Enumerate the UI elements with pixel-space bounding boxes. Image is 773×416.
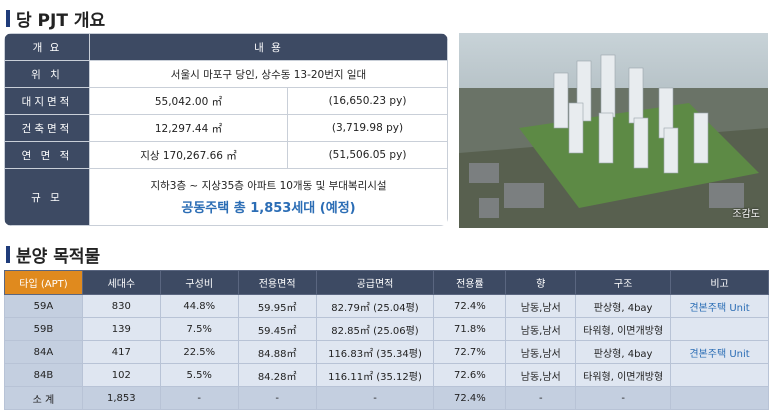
cell-supply-area: 116.11㎡ (35.12평) xyxy=(315,363,435,387)
col-header-orientation: 향 xyxy=(505,270,577,295)
table-row: 59B 139 7.5% 59.45㎡ 82.85㎡ (25.06평) 71.8… xyxy=(4,317,769,341)
col-header-exclusive-rate: 전용률 xyxy=(433,270,507,295)
land-area-m2: 55,042.00 ㎡ xyxy=(89,87,288,115)
table-total-row: 소 계 1,853 - - - 72.4% - - xyxy=(4,386,769,410)
overview-row-land-area: 대지면적 55,042.00 ㎡ (16,650.23 py) xyxy=(4,87,448,115)
cell-supply-area: 82.79㎡ (25.04평) xyxy=(315,294,435,318)
total-structure: - xyxy=(575,386,672,410)
col-header-exclusive-area: 전용면적 xyxy=(237,270,317,295)
col-header-structure: 구조 xyxy=(575,270,672,295)
overview-row-scale: 규 모 지하3층 ~ 지상35층 아파트 10개동 및 부대복리시설 공동주택 … xyxy=(4,168,448,226)
cell-ratio: 22.5% xyxy=(159,340,239,364)
scale-line1: 지하3층 ~ 지상35층 아파트 10개동 및 부대복리시설 xyxy=(150,180,387,192)
cell-units: 417 xyxy=(81,340,161,364)
cell-orientation: 남동,남서 xyxy=(505,317,577,341)
section-title-sales: 분양 목적물 xyxy=(6,242,100,267)
land-area-py: (16,650.23 py) xyxy=(287,87,448,115)
cell-exclusive-area: 59.45㎡ xyxy=(237,317,317,341)
photo-caption: 조감도 xyxy=(732,209,760,220)
cell-exclusive-area: 84.88㎡ xyxy=(237,340,317,364)
location-label: 위 치 xyxy=(4,60,90,88)
cell-exclusive-rate: 72.6% xyxy=(433,363,507,387)
land-area-label: 대지면적 xyxy=(4,87,90,115)
building-area-m2: 12,297.44 ㎡ xyxy=(89,114,288,142)
overview-title: 당 PJT 개요 xyxy=(16,11,106,31)
cell-structure: 타워형, 이면개방형 xyxy=(575,317,672,341)
total-label: 소 계 xyxy=(4,386,83,410)
col-header-ratio: 구성비 xyxy=(159,270,239,295)
cell-supply-area: 116.83㎡ (35.34평) xyxy=(315,340,435,364)
overview-row-location: 위 치 서울시 마포구 당인, 상수동 13-20번지 일대 xyxy=(4,60,448,88)
building-area-py: (3,719.98 py) xyxy=(287,114,448,142)
title-bar xyxy=(6,246,10,263)
cell-ratio: 44.8% xyxy=(159,294,239,318)
cell-type: 84B xyxy=(4,363,83,387)
table-row: 84A 417 22.5% 84.88㎡ 116.83㎡ (35.34평) 72… xyxy=(4,340,769,364)
aerial-rendering-image: 조감도 xyxy=(459,33,768,228)
table-row: 84B 102 5.5% 84.28㎡ 116.11㎡ (35.12평) 72.… xyxy=(4,363,769,387)
total-units: 1,853 xyxy=(81,386,161,410)
cell-orientation: 남동,남서 xyxy=(505,363,577,387)
aerial-illustration xyxy=(459,33,768,228)
sales-table: 타입 (APT) 세대수 구성비 전용면적 공급면적 전용률 향 구조 비고 5… xyxy=(4,270,769,410)
building-area-label: 건축면적 xyxy=(4,114,90,142)
total-supply-area: - xyxy=(315,386,435,410)
cell-supply-area: 82.85㎡ (25.06평) xyxy=(315,317,435,341)
section-title-overview: 당 PJT 개요 xyxy=(6,6,105,31)
total-exclusive-area: - xyxy=(237,386,317,410)
cell-exclusive-rate: 72.7% xyxy=(433,340,507,364)
cell-exclusive-area: 59.95㎡ xyxy=(237,294,317,318)
title-bar xyxy=(6,10,10,27)
total-orientation: - xyxy=(505,386,577,410)
cell-note: 견본주택 Unit xyxy=(670,294,769,318)
total-note xyxy=(670,386,769,410)
cell-structure: 판상형, 4bay xyxy=(575,294,672,318)
cell-type: 59B xyxy=(4,317,83,341)
cell-units: 139 xyxy=(81,317,161,341)
cell-note: 견본주택 Unit xyxy=(670,340,769,364)
cell-ratio: 7.5% xyxy=(159,317,239,341)
cell-orientation: 남동,남서 xyxy=(505,340,577,364)
table-row: 59A 830 44.8% 59.95㎡ 82.79㎡ (25.04평) 72.… xyxy=(4,294,769,318)
overview-row-building-area: 건축면적 12,297.44 ㎡ (3,719.98 py) xyxy=(4,114,448,142)
overview-table: 개 요 내 용 위 치 서울시 마포구 당인, 상수동 13-20번지 일대 대… xyxy=(4,33,448,226)
cell-type: 84A xyxy=(4,340,83,364)
gross-area-label: 연 면 적 xyxy=(4,141,90,169)
col-header-note: 비고 xyxy=(670,270,769,295)
sales-title: 분양 목적물 xyxy=(16,247,101,267)
col-header-type: 타입 (APT) xyxy=(4,270,83,295)
cell-type: 59A xyxy=(4,294,83,318)
cell-orientation: 남동,남서 xyxy=(505,294,577,318)
scale-value: 지하3층 ~ 지상35층 아파트 10개동 및 부대복리시설 공동주택 총 1,… xyxy=(89,168,448,226)
cell-exclusive-rate: 71.8% xyxy=(433,317,507,341)
cell-structure: 판상형, 4bay xyxy=(575,340,672,364)
cell-ratio: 5.5% xyxy=(159,363,239,387)
scale-label: 규 모 xyxy=(4,168,90,226)
overview-header-row: 개 요 내 용 xyxy=(4,33,448,61)
cell-note xyxy=(670,363,769,387)
cell-units: 102 xyxy=(81,363,161,387)
overview-header-value: 내 용 xyxy=(89,33,448,61)
col-header-units: 세대수 xyxy=(81,270,161,295)
scale-line2: 공동주택 총 1,853세대 (예정) xyxy=(181,201,356,216)
sales-header-row: 타입 (APT) 세대수 구성비 전용면적 공급면적 전용률 향 구조 비고 xyxy=(4,270,769,295)
location-value: 서울시 마포구 당인, 상수동 13-20번지 일대 xyxy=(89,60,448,88)
cell-exclusive-rate: 72.4% xyxy=(433,294,507,318)
overview-header-label: 개 요 xyxy=(4,33,90,61)
cell-note xyxy=(670,317,769,341)
col-header-supply-area: 공급면적 xyxy=(315,270,435,295)
cell-exclusive-area: 84.28㎡ xyxy=(237,363,317,387)
cell-structure: 타워형, 이면개방형 xyxy=(575,363,672,387)
overview-row-gross-area: 연 면 적 지상 170,267.66 ㎡ (51,506.05 py) xyxy=(4,141,448,169)
total-ratio: - xyxy=(159,386,239,410)
gross-area-py: (51,506.05 py) xyxy=(287,141,448,169)
cell-units: 830 xyxy=(81,294,161,318)
gross-area-m2: 지상 170,267.66 ㎡ xyxy=(89,141,288,169)
total-exclusive-rate: 72.4% xyxy=(433,386,507,410)
